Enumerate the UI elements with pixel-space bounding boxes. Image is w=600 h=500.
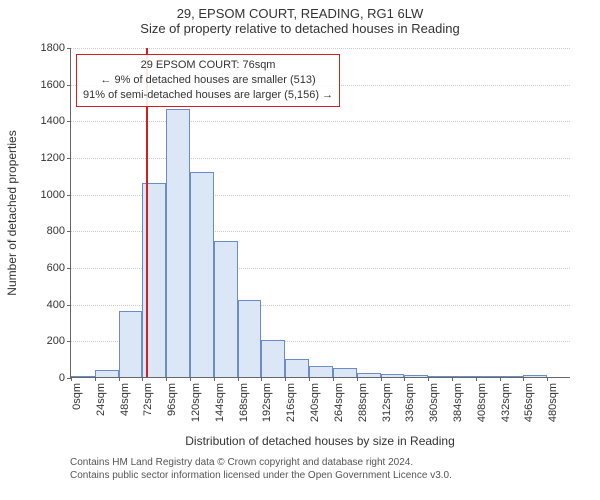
x-tick-label: 240sqm bbox=[309, 383, 321, 422]
x-tick bbox=[500, 377, 501, 381]
x-tick bbox=[285, 377, 286, 381]
histogram-bar bbox=[119, 311, 143, 377]
x-tick bbox=[523, 377, 524, 381]
x-tick-label: 312sqm bbox=[381, 383, 393, 422]
x-tick bbox=[166, 377, 167, 381]
chart-subtitle: Size of property relative to detached ho… bbox=[0, 21, 600, 38]
histogram-bar bbox=[381, 374, 405, 377]
x-tick bbox=[547, 377, 548, 381]
x-tick bbox=[476, 377, 477, 381]
x-tick bbox=[119, 377, 120, 381]
x-tick bbox=[309, 377, 310, 381]
y-tick-label: 800 bbox=[47, 225, 71, 237]
histogram-bar bbox=[190, 172, 214, 377]
annotation-line: ← 9% of detached houses are smaller (513… bbox=[83, 73, 333, 88]
annotation-box: 29 EPSOM COURT: 76sqm ← 9% of detached h… bbox=[76, 54, 340, 107]
histogram-bar bbox=[166, 109, 190, 377]
histogram-bar bbox=[261, 340, 285, 377]
y-axis-label: Number of detached properties bbox=[5, 130, 19, 295]
x-tick bbox=[142, 377, 143, 381]
y-tick-label: 1600 bbox=[41, 79, 71, 91]
chart-title: 29, EPSOM COURT, READING, RG1 6LW bbox=[0, 0, 600, 21]
caption-line: Contains public sector information licen… bbox=[70, 469, 452, 482]
x-tick bbox=[95, 377, 96, 381]
x-tick-label: 432sqm bbox=[500, 383, 512, 422]
histogram-bar bbox=[428, 376, 452, 377]
x-tick bbox=[381, 377, 382, 381]
annotation-line: 91% of semi-detached houses are larger (… bbox=[83, 88, 333, 103]
x-tick bbox=[71, 377, 72, 381]
x-tick-label: 216sqm bbox=[285, 383, 297, 422]
x-tick-label: 48sqm bbox=[119, 383, 131, 416]
caption: Contains HM Land Registry data © Crown c… bbox=[70, 456, 452, 482]
histogram-bar bbox=[523, 375, 547, 377]
x-tick-label: 456sqm bbox=[523, 383, 535, 422]
x-tick bbox=[404, 377, 405, 381]
x-tick-label: 384sqm bbox=[452, 383, 464, 422]
x-tick bbox=[190, 377, 191, 381]
y-tick-label: 600 bbox=[47, 262, 71, 274]
x-tick-label: 168sqm bbox=[238, 383, 250, 422]
x-tick-label: 288sqm bbox=[357, 383, 369, 422]
histogram-bar bbox=[404, 375, 428, 377]
y-tick-label: 1400 bbox=[41, 115, 71, 127]
x-tick-label: 336sqm bbox=[404, 383, 416, 422]
annotation-line: 29 EPSOM COURT: 76sqm bbox=[83, 58, 333, 73]
x-tick bbox=[357, 377, 358, 381]
histogram-bar bbox=[285, 359, 309, 377]
y-tick-label: 0 bbox=[59, 372, 71, 384]
x-tick-label: 72sqm bbox=[142, 383, 154, 416]
x-tick bbox=[452, 377, 453, 381]
x-tick bbox=[333, 377, 334, 381]
histogram-bar bbox=[309, 366, 333, 377]
x-tick-label: 96sqm bbox=[166, 383, 178, 416]
histogram-bar bbox=[357, 373, 381, 377]
y-tick-label: 400 bbox=[47, 299, 71, 311]
x-tick bbox=[261, 377, 262, 381]
x-tick-label: 192sqm bbox=[261, 383, 273, 422]
histogram-bar bbox=[452, 376, 476, 377]
x-tick-label: 264sqm bbox=[333, 383, 345, 422]
caption-line: Contains HM Land Registry data © Crown c… bbox=[70, 456, 452, 469]
x-tick-label: 0sqm bbox=[71, 383, 83, 410]
y-tick-label: 1200 bbox=[41, 152, 71, 164]
x-tick-label: 408sqm bbox=[476, 383, 488, 422]
y-tick-label: 200 bbox=[47, 335, 71, 347]
histogram-bar bbox=[500, 376, 524, 377]
histogram-bar bbox=[95, 370, 119, 377]
histogram-bar bbox=[333, 368, 357, 377]
y-tick-label: 1800 bbox=[41, 42, 71, 54]
x-tick-label: 480sqm bbox=[547, 383, 559, 422]
x-axis-label: Distribution of detached houses by size … bbox=[70, 434, 570, 448]
x-tick-label: 120sqm bbox=[190, 383, 202, 422]
x-tick-label: 144sqm bbox=[214, 383, 226, 422]
histogram-bar bbox=[214, 241, 238, 377]
chart-container: 29, EPSOM COURT, READING, RG1 6LW Size o… bbox=[0, 0, 600, 500]
histogram-bar bbox=[476, 376, 500, 377]
x-tick-label: 24sqm bbox=[95, 383, 107, 416]
histogram-bar bbox=[71, 376, 95, 377]
x-tick bbox=[238, 377, 239, 381]
x-tick-label: 360sqm bbox=[428, 383, 440, 422]
histogram-bar bbox=[238, 300, 262, 377]
x-tick bbox=[214, 377, 215, 381]
y-tick-label: 1000 bbox=[41, 189, 71, 201]
x-tick bbox=[428, 377, 429, 381]
